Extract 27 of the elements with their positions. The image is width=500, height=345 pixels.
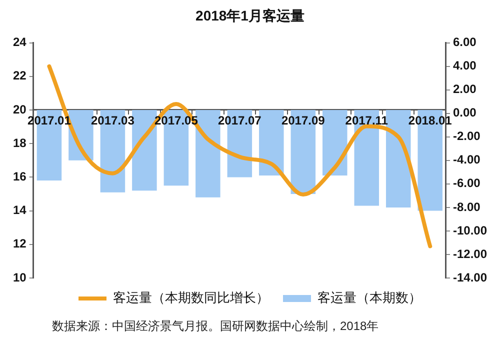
x-tick-label: 2017.11 [345,114,388,128]
y2-tick-label: -8.00 [452,200,481,214]
x-tick-label: 2017.07 [218,114,262,128]
x-tick-label: 2017.03 [91,114,135,128]
y-tick-label: 18 [12,136,27,150]
y-tick-label: 20 [12,102,27,116]
source-note: 数据来源：中国经济景气月报。国研网数据中心绘制，2018年 [52,318,379,335]
y-tick-label: 16 [12,170,27,184]
y-tick-label: 10 [12,270,27,284]
y-tick-label: 12 [12,236,27,251]
legend-label: 客运量（本期数） [318,290,422,306]
y2-tick-label: 0.00 [452,106,477,120]
y-tick-label: 14 [12,203,27,218]
x-tick-label: 2017.09 [281,114,326,128]
legend-label: 客运量（本期数同比增长） [113,290,269,306]
y2-tick-label: 2.00 [452,82,477,96]
y2-tick-label: -4.00 [452,152,481,167]
chart-title: 2018年1月客运量 [196,7,304,24]
y2-tick-label: -10.00 [452,223,488,238]
y-tick-label: 24 [12,35,27,50]
y2-tick-label: -14.00 [452,270,488,284]
y2-tick-label: -12.00 [452,246,488,261]
y2-tick-label: 6.00 [452,35,477,50]
y2-tick-label: 4.00 [452,58,477,73]
y2-tick-label: -6.00 [452,176,481,190]
y-tick-label: 22 [12,68,27,83]
y2-tick-label: -2.00 [452,129,481,144]
